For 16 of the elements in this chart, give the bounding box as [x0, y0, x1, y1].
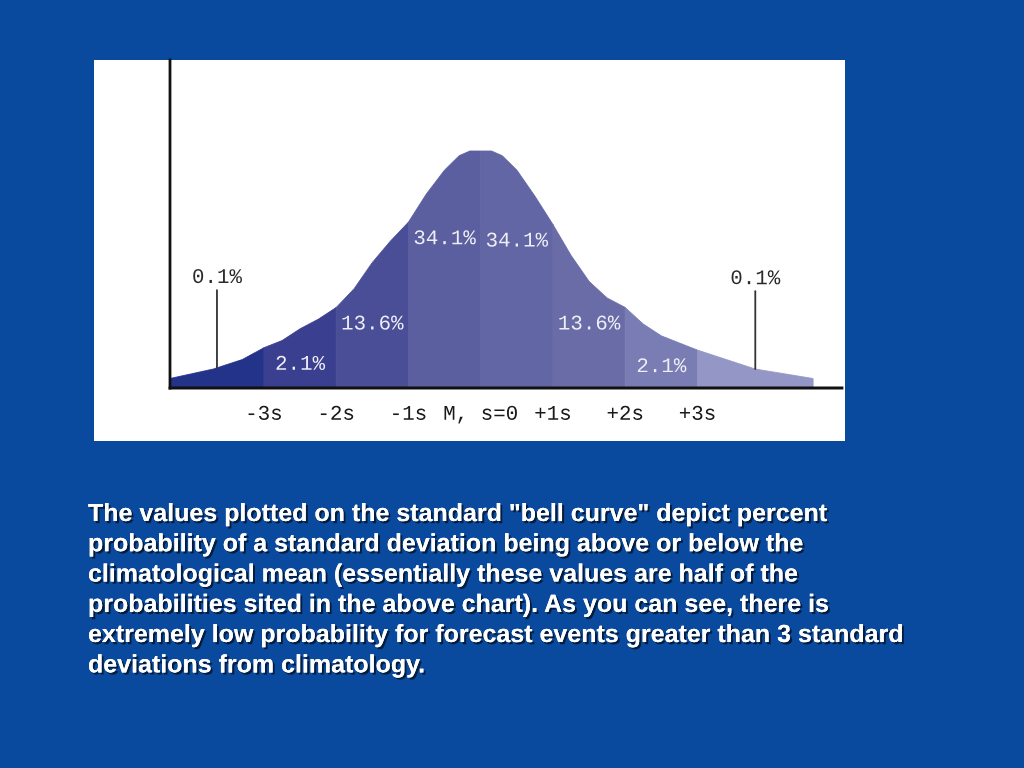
text: 0.1% [193, 269, 242, 284]
series-label: 34.1% [414, 230, 476, 245]
x-tick-label: M, s=0 [444, 405, 517, 424]
series-label: 2.1% [276, 355, 326, 370]
text: The values plotted on the standard "bell curve" depict percent probability of a standard deviation being above or below the climatological mean (essentially these values are half of the probabilities sited in the above chart). As you can see, there is extremely low probability for forecast events greater than 3 standard deviations from climatology. [88, 503, 904, 680]
series-label: 13.6% [342, 315, 404, 330]
x-tick-label: -3s [248, 405, 281, 420]
series-label: 2.1% [637, 358, 687, 373]
series-label: 13.6% [559, 315, 621, 330]
x-tick-label: -2s [320, 405, 354, 420]
x-tick-label: +3s [679, 405, 715, 420]
text: 0.1% [731, 270, 781, 285]
series-label: 34.1% [486, 232, 549, 247]
x-tick-label: -1s [393, 406, 426, 420]
x-tick-label: +2s [607, 405, 643, 420]
x-tick-label: +1s [535, 406, 570, 420]
